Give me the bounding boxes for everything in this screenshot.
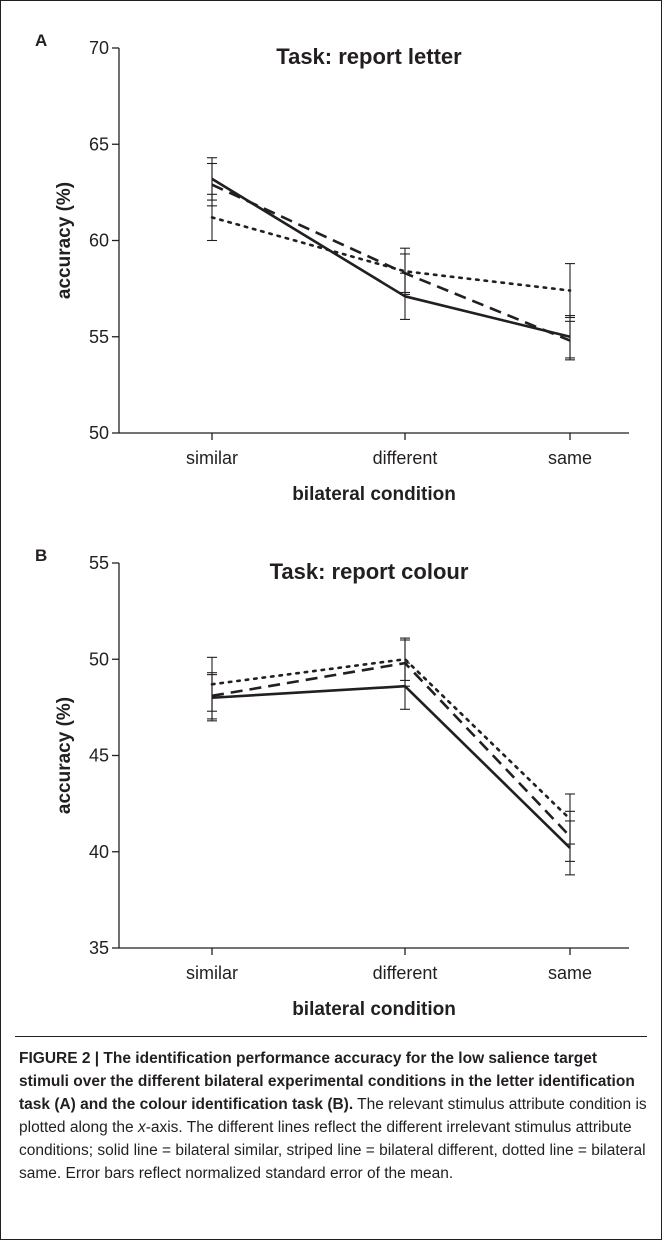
chart-title-a: Task: report letter — [276, 44, 462, 69]
series-line-dotted — [210, 216, 572, 292]
chart-panel-b: 35 40 45 50 55 similar different same B Task: rep… — [35, 546, 629, 1020]
y-tick-label-50: 50 — [89, 649, 109, 669]
caption-text-before-italic: The relevant stimulus attribute conditio… — [19, 1096, 647, 1136]
caption-italic-text: x — [137, 1119, 146, 1136]
figure-panels: 50 55 60 65 70 similar different same A Task: rep… — [1, 1, 661, 1031]
y-tick-label-45: 45 — [89, 746, 109, 766]
x-tick-label-different: different — [373, 448, 438, 468]
y-tick-label-50: 50 — [89, 423, 109, 443]
x-tick-label-similar: similar — [186, 448, 238, 468]
caption-divider — [15, 1036, 647, 1037]
y-tick-label-55: 55 — [89, 327, 109, 347]
series-line-solid — [211, 177, 571, 339]
y-tick-label-65: 65 — [89, 134, 109, 154]
caption-text-after-italic: -axis. The different lines reflect the d… — [19, 1119, 646, 1182]
series-line-dashed — [211, 183, 571, 342]
x-tick-label-same: same — [548, 963, 592, 983]
chart-title-b: Task: report colour — [270, 559, 469, 584]
y-tick-label-70: 70 — [89, 38, 109, 58]
panel-letter-b: B — [35, 546, 47, 565]
y-tick-label-40: 40 — [89, 842, 109, 862]
x-tick-label-different: different — [373, 963, 438, 983]
x-tick-label-similar: similar — [186, 963, 238, 983]
x-axis-label-b: bilateral condition — [292, 999, 456, 1020]
y-axis-label-a: accuracy (%) — [54, 182, 75, 299]
x-axis-label-a: bilateral condition — [292, 484, 456, 505]
chart-panel-a: 50 55 60 65 70 similar different same A Task: rep… — [35, 31, 629, 505]
series-line-dashed — [211, 661, 571, 838]
y-axis-label-b: accuracy (%) — [54, 697, 75, 814]
panel-letter-a: A — [35, 31, 47, 50]
y-tick-label-35: 35 — [89, 938, 109, 958]
figure-caption: FIGURE 2 | The identification performanc… — [19, 1047, 647, 1185]
caption-bold-text: FIGURE 2 | The identification performanc… — [19, 1050, 635, 1113]
y-tick-label-60: 60 — [89, 231, 109, 251]
x-tick-label-same: same — [548, 448, 592, 468]
y-tick-label-55: 55 — [89, 553, 109, 573]
